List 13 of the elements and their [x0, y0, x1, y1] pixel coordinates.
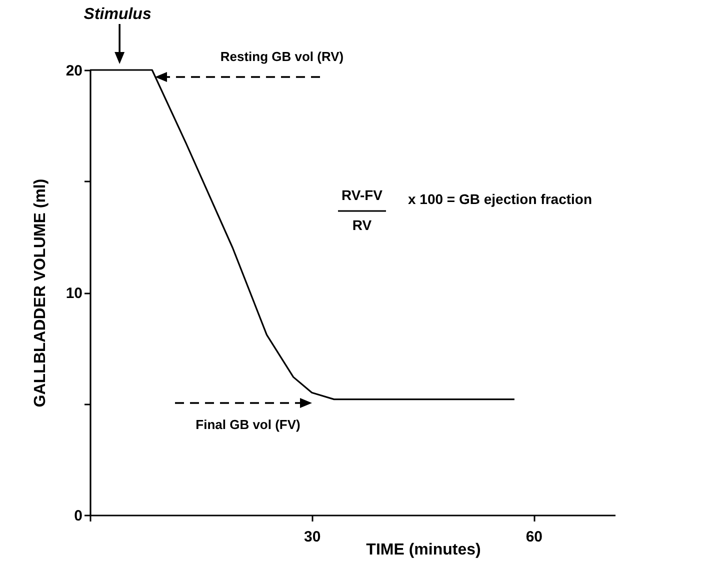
- annotation: Stimulus: [84, 6, 152, 23]
- text: Resting GB vol (RV): [220, 49, 344, 64]
- x-axis-title: TIME (minutes): [366, 542, 481, 558]
- y-tick-label: 10: [66, 285, 82, 302]
- annotation: RV: [352, 217, 372, 233]
- x-tick-label: 30: [304, 528, 321, 546]
- annotation: Final GB vol (FV): [196, 417, 300, 432]
- y-tick-label: 20: [66, 62, 82, 80]
- y-axis-title: GALLBLADDER VOLUME (ml): [32, 178, 49, 408]
- x-tick-label: 60: [526, 528, 543, 546]
- annotation: RV-FV: [342, 187, 384, 203]
- annotation: x 100 = GB ejection fraction: [408, 191, 592, 207]
- y-tick-label: 0: [74, 508, 82, 524]
